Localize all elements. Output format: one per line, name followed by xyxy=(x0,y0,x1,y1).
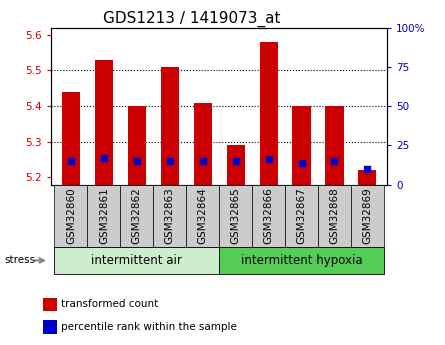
Text: intermittent hypoxia: intermittent hypoxia xyxy=(241,254,362,267)
Bar xyxy=(227,145,245,185)
Point xyxy=(199,158,206,164)
Text: transformed count: transformed count xyxy=(61,299,158,309)
Text: GSM32864: GSM32864 xyxy=(198,187,208,244)
Text: GSM32866: GSM32866 xyxy=(263,187,274,244)
Text: GSM32869: GSM32869 xyxy=(362,187,372,244)
Text: GDS1213 / 1419073_at: GDS1213 / 1419073_at xyxy=(103,10,280,27)
Bar xyxy=(153,185,186,247)
Bar xyxy=(219,185,252,247)
Text: intermittent air: intermittent air xyxy=(91,254,182,267)
Bar xyxy=(62,92,80,185)
Bar xyxy=(186,185,219,247)
Point xyxy=(133,158,140,164)
Point xyxy=(67,158,74,164)
Point xyxy=(100,155,107,161)
Bar xyxy=(292,106,311,185)
Text: stress: stress xyxy=(4,256,36,265)
Bar xyxy=(120,185,153,247)
Text: GSM32867: GSM32867 xyxy=(296,187,307,244)
Text: percentile rank within the sample: percentile rank within the sample xyxy=(61,322,237,332)
Text: GSM32868: GSM32868 xyxy=(329,187,340,244)
Bar xyxy=(219,247,384,274)
Bar xyxy=(358,170,376,185)
Bar xyxy=(44,298,57,311)
Text: GSM32863: GSM32863 xyxy=(165,187,175,244)
Bar xyxy=(252,185,285,247)
Bar xyxy=(325,106,344,185)
Bar xyxy=(54,247,219,274)
Bar xyxy=(95,60,113,185)
Point xyxy=(364,166,371,171)
Point xyxy=(265,157,272,162)
Bar xyxy=(318,185,351,247)
Bar xyxy=(161,67,179,185)
Bar xyxy=(194,102,212,185)
Text: GSM32861: GSM32861 xyxy=(99,187,109,244)
Text: GSM32865: GSM32865 xyxy=(231,187,241,244)
Point xyxy=(232,158,239,164)
Text: GSM32862: GSM32862 xyxy=(132,187,142,244)
Bar xyxy=(128,106,146,185)
Point xyxy=(166,158,173,164)
Point xyxy=(298,160,305,165)
Point xyxy=(331,158,338,164)
Bar xyxy=(259,42,278,185)
Bar xyxy=(54,185,87,247)
Bar xyxy=(44,320,57,334)
Bar xyxy=(285,185,318,247)
Bar xyxy=(87,185,120,247)
Text: GSM32860: GSM32860 xyxy=(66,187,76,244)
Bar xyxy=(351,185,384,247)
